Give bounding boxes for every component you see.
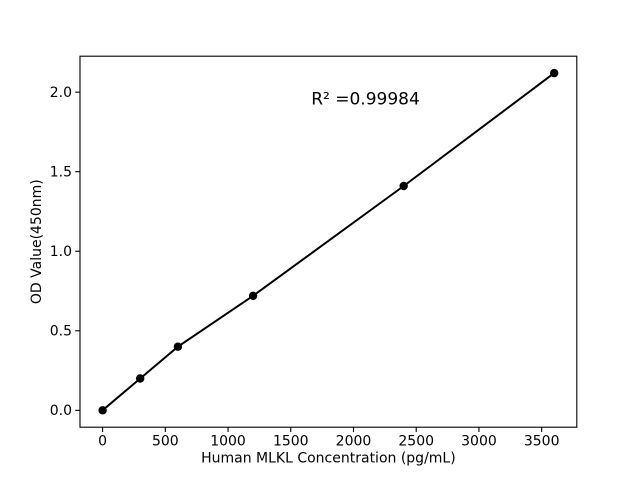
x-tick-label: 500 <box>152 434 179 450</box>
x-tick-label: 3000 <box>461 434 497 450</box>
data-point <box>399 181 408 191</box>
y-tick-label: 1.0 <box>50 244 72 260</box>
x-tick-label: 1500 <box>273 434 309 450</box>
data-point <box>173 342 183 351</box>
y-axis-label: OD Value(450nm) <box>29 179 45 304</box>
plot-area: 0 500 1000 1500 2000 2500 3000 3500 0.0 0.5 1.0 1.5… <box>50 55 578 450</box>
x-tick-label: 3500 <box>524 434 560 450</box>
plot-frame <box>79 55 578 428</box>
fit-line <box>101 72 555 412</box>
x-tick-label: 2500 <box>398 434 434 450</box>
data-point <box>248 291 258 300</box>
y-tick-label: 0.0 <box>50 403 72 419</box>
x-tick-label: 1000 <box>210 434 246 450</box>
data-point <box>550 68 559 78</box>
data-point <box>136 374 145 383</box>
data-point <box>98 406 107 415</box>
y-tick-label: 2.0 <box>50 85 72 101</box>
x-axis-label: Human MLKL Concentration (pg/mL) <box>201 451 456 467</box>
y-tick-label: 0.5 <box>50 324 72 340</box>
r-squared-annotation: R² =0.99984 <box>311 90 420 110</box>
y-tick-label: 1.5 <box>50 165 72 181</box>
x-tick-label: 2000 <box>336 434 372 450</box>
x-tick-label: 0 <box>98 434 107 450</box>
